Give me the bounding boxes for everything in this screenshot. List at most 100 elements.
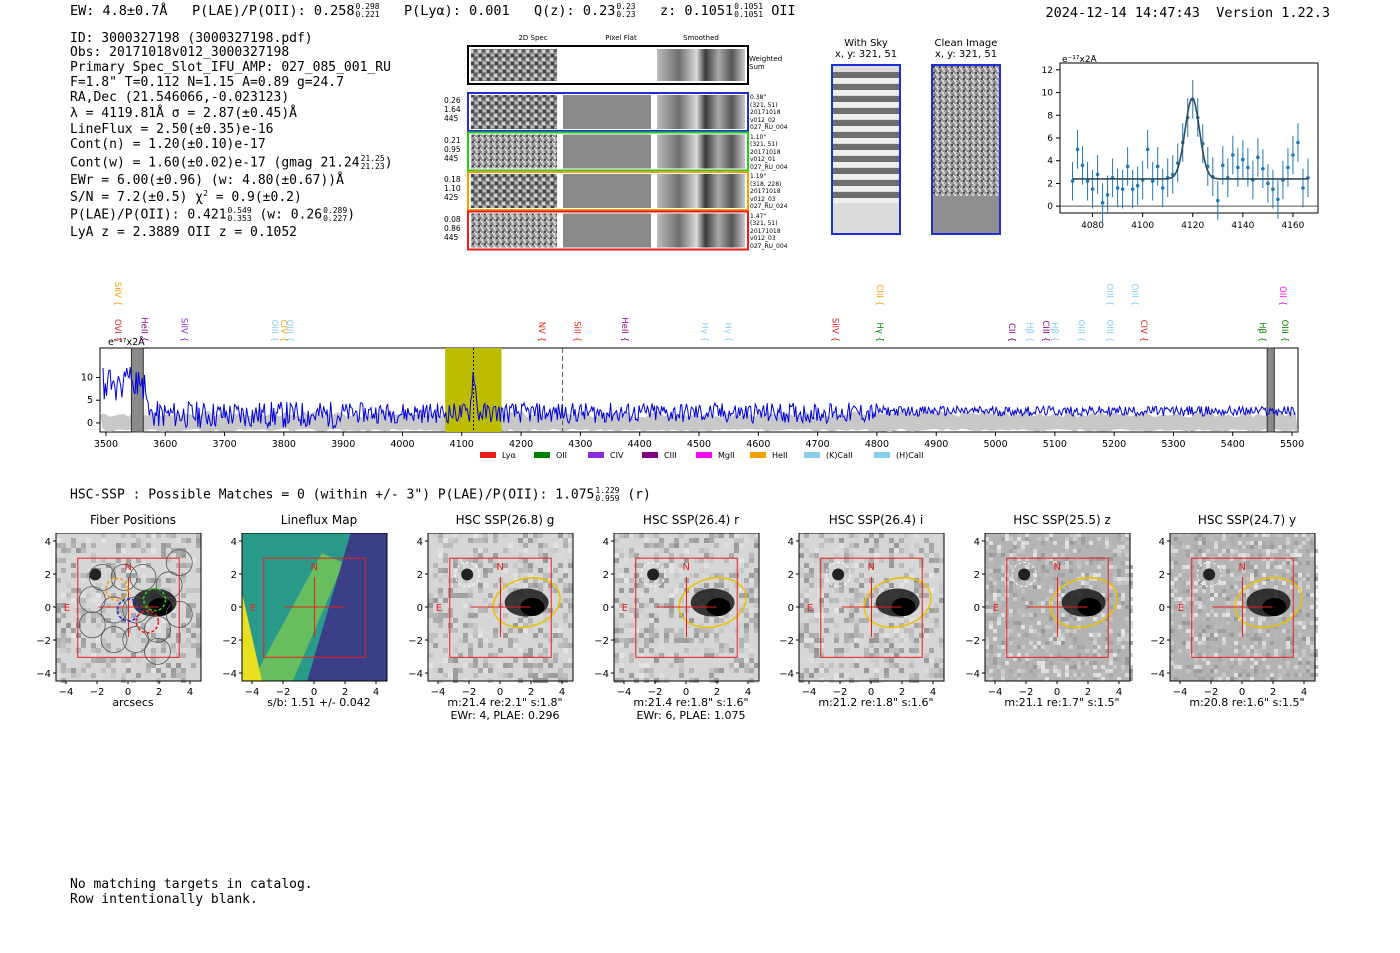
hsc-pixel	[1037, 677, 1041, 681]
hsc-pixel	[1198, 669, 1202, 673]
hsc-xtick-label: 4	[745, 687, 751, 698]
hsc-pixel	[1194, 645, 1198, 649]
hsc-pixel	[1274, 657, 1278, 661]
legend-swatch	[480, 452, 496, 458]
hsc-pixel	[1089, 577, 1093, 581]
hsc-pixel	[679, 638, 684, 643]
hsc-pixel	[1238, 577, 1242, 581]
info-plae-w-hi: 0.289	[323, 206, 348, 215]
hsc-pixel	[864, 668, 869, 673]
hsc-pixel	[498, 648, 503, 653]
hsc-pixel	[71, 598, 76, 603]
hsc-pixel	[81, 543, 86, 548]
hsc-pixel	[523, 553, 528, 558]
hsc-pixel	[1129, 625, 1133, 629]
hsc-pixel	[1274, 617, 1278, 621]
hsc-pixel	[1049, 589, 1053, 593]
hsc-pixel	[568, 538, 573, 543]
hsc-pixel	[934, 538, 939, 543]
hsc-ytick-label: 2	[231, 570, 237, 581]
hsc-pixel	[56, 578, 61, 583]
hsc-pixel	[1045, 625, 1049, 629]
with-sky-image	[831, 64, 901, 235]
hsc-pixel	[1298, 637, 1302, 641]
hsc-pixel	[989, 621, 993, 625]
hsc-pixel	[724, 538, 729, 543]
hsc-pixel	[804, 628, 809, 633]
hsc-pixel	[468, 663, 473, 668]
zoom-point	[1130, 187, 1135, 191]
hsc-pixel	[1121, 669, 1125, 673]
hsc-pixel	[1202, 653, 1206, 657]
hsc-pixel	[924, 658, 929, 663]
hsc-pixel	[1093, 665, 1097, 669]
hsc-pixel	[724, 648, 729, 653]
hsc-pixel	[493, 608, 498, 613]
hsc-pixel	[1005, 537, 1009, 541]
hsc-pixel	[1246, 561, 1250, 565]
zoom-xtick-label: 4100	[1131, 221, 1154, 231]
hsc-pixel	[1290, 641, 1294, 645]
hsc-pixel	[744, 663, 749, 668]
hsc-pixel	[834, 533, 839, 538]
hsc-pixel	[1001, 669, 1005, 673]
hsc-pixel	[819, 568, 824, 573]
hsc-pixel	[819, 578, 824, 583]
hsc-pixel	[1186, 549, 1190, 553]
hsc-pixel	[448, 673, 453, 678]
spectrum-xtick-label: 5000	[983, 439, 1007, 450]
hsc-pixel	[724, 588, 729, 593]
hsc-pixel	[997, 593, 1001, 597]
col-2dspec-label: 2D Spec	[518, 34, 548, 42]
hsc-pixel	[156, 623, 161, 628]
hsc-pixel	[1306, 577, 1310, 581]
fiber-circle	[165, 601, 193, 628]
hsc-pixel	[879, 653, 884, 658]
hsc-pixel	[989, 569, 993, 573]
hsc-xtick-label: −2	[90, 687, 105, 698]
hsc-pixel	[1194, 565, 1198, 569]
hsc-pixel	[1077, 661, 1081, 665]
hsc-pixel	[61, 668, 66, 673]
hsc-pixel	[1314, 565, 1318, 569]
hsc-pixel	[101, 613, 106, 618]
hsc-pixel	[1218, 549, 1222, 553]
hsc-pixel	[634, 633, 639, 638]
hsc-pixel	[91, 558, 96, 563]
hsc-pixel	[166, 628, 171, 633]
hsc-pixel	[196, 673, 201, 678]
hsc-pixel	[1294, 673, 1298, 677]
hsc-pixel	[1089, 633, 1093, 637]
hsc-pixel	[1186, 533, 1190, 537]
hsc-pixel	[181, 628, 186, 633]
hsc-pixel	[844, 648, 849, 653]
hsc-pixel	[1182, 589, 1186, 593]
hsc-pixel	[1310, 541, 1314, 545]
hsc-pixel	[993, 621, 997, 625]
hsc-pixel	[81, 663, 86, 668]
hsc-pixel	[101, 643, 106, 648]
info-id: ID: 3000327198 (3000327198.pdf)	[70, 31, 313, 46]
hsc-pixel	[196, 543, 201, 548]
hsc-pixel	[458, 533, 463, 538]
hsc-pixel	[1065, 661, 1069, 665]
hsc-pixel	[914, 583, 919, 588]
hsc-pixel	[669, 593, 674, 598]
hsc-pixel	[1069, 541, 1073, 545]
hsc-pixel	[614, 538, 619, 543]
hsc-pixel	[1029, 581, 1033, 585]
hsc-pixel	[1314, 597, 1318, 601]
hsc-pixel	[839, 608, 844, 613]
hsc-pixel	[1262, 669, 1266, 673]
hsc-pixel	[558, 643, 563, 648]
hsc-pixel	[1025, 649, 1029, 653]
hsc-pixel	[614, 618, 619, 623]
hsc-pixel	[809, 568, 814, 573]
hsc-pixel	[1230, 665, 1234, 669]
hsc-pixel	[819, 558, 824, 563]
hsc-pixel	[1234, 565, 1238, 569]
hsc-pixel	[1274, 533, 1278, 537]
hsc-pixel	[1029, 657, 1033, 661]
hsc-pixel	[1298, 613, 1302, 617]
